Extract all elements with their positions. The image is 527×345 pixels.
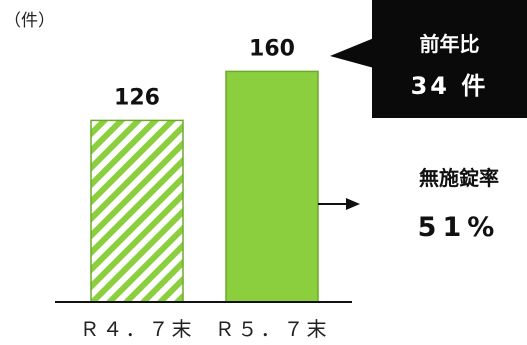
bar-2 (225, 70, 319, 303)
unit-label: （件） (4, 11, 55, 31)
callout-value: 34 件 (410, 72, 489, 100)
year-over-year-callout: 前年比 34 件 (372, 0, 527, 118)
unlocked-rate-title: 無施錠率 (419, 166, 499, 190)
bar-1 (90, 119, 184, 303)
data-label-2: 160 (249, 36, 295, 61)
x-tick-label-1: Ｒ４．７末 (80, 317, 195, 341)
arrow-head (346, 198, 360, 210)
unlocked-rate-value: 51% (417, 212, 501, 243)
x-tick-label-2: Ｒ５．７末 (215, 317, 330, 341)
callout-tail (330, 38, 374, 68)
callout-title: 前年比 (419, 32, 480, 56)
data-label-1: 126 (114, 85, 160, 110)
